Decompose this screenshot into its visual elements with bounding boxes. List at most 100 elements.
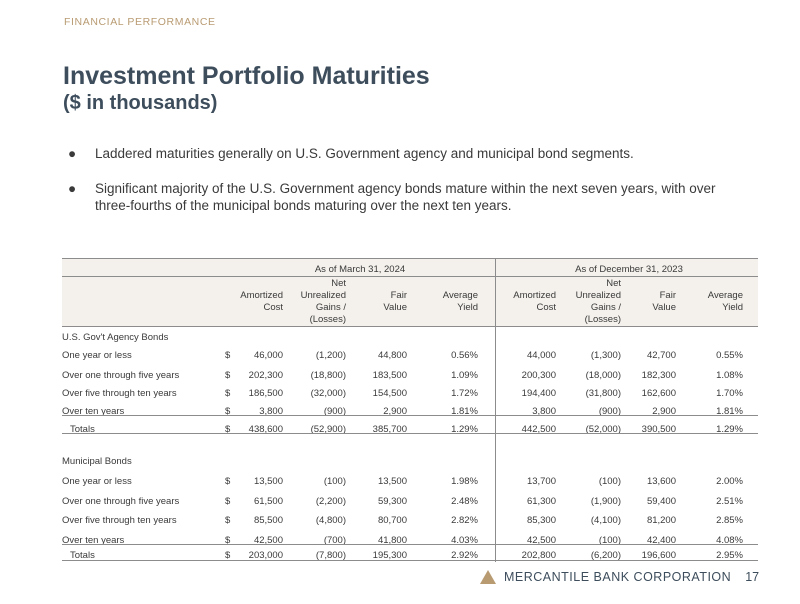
row-label: Over five through ten years <box>62 388 177 399</box>
table-cell: 438,600 <box>248 424 283 435</box>
row-label: Over one through five years <box>62 496 180 507</box>
column-header: Fair Value <box>383 290 407 313</box>
currency-symbol: $ <box>225 550 231 561</box>
section-heading: Municipal Bonds <box>62 456 132 467</box>
currency-symbol: $ <box>225 388 231 399</box>
table-cell: 42,400 <box>646 535 676 546</box>
row-label: Over five through ten years <box>62 515 177 526</box>
column-header: Average Yield <box>707 290 743 313</box>
table-cell: 80,700 <box>377 515 407 526</box>
company-name: MERCANTILE BANK CORPORATION <box>504 570 732 584</box>
table-cell: 1.29% <box>451 424 478 435</box>
table-cell: 3,800 <box>259 406 283 417</box>
table-cell: 42,500 <box>526 535 556 546</box>
table-cell: 13,600 <box>646 476 676 487</box>
total-row-label: Totals <box>70 424 95 435</box>
bullet-item: ● Laddered maturities generally on U.S. G… <box>64 145 744 163</box>
row-label: Over one through five years <box>62 370 180 381</box>
table-cell: 1.09% <box>451 370 478 381</box>
table-cell: (18,000) <box>585 370 621 381</box>
header-bottom-rule <box>62 326 758 327</box>
row-label: One year or less <box>62 350 132 361</box>
table-cell: 81,200 <box>646 515 676 526</box>
table-cell: 154,500 <box>372 388 407 399</box>
total-row-label: Totals <box>70 550 95 561</box>
table-cell: 46,000 <box>253 350 283 361</box>
table-cell: 4.03% <box>451 535 478 546</box>
table-cell: (52,900) <box>310 424 346 435</box>
table-cell: 61,500 <box>253 496 283 507</box>
row-rule <box>62 433 758 434</box>
group-header-march-2024: As of March 31, 2024 <box>314 264 406 275</box>
bullet-list: ● Laddered maturities generally on U.S. G… <box>64 145 744 232</box>
table-cell: 2.95% <box>716 550 743 561</box>
table-cell: 1.81% <box>451 406 478 417</box>
table-cell: 1.72% <box>451 388 478 399</box>
table-cell: 44,800 <box>377 350 407 361</box>
table-cell: 42,700 <box>646 350 676 361</box>
bullet-dot-icon: ● <box>68 180 77 196</box>
row-label: Over ten years <box>62 406 125 417</box>
table-cell: 1.70% <box>716 388 743 399</box>
column-header: Amortized Cost <box>240 290 283 313</box>
table-cell: 202,800 <box>521 550 556 561</box>
table-cell: 2,900 <box>383 406 407 417</box>
row-label: Over ten years <box>62 535 125 546</box>
table-cell: 186,500 <box>248 388 283 399</box>
table-cell: 2.48% <box>451 496 478 507</box>
table-cell: (52,000) <box>585 424 621 435</box>
table-cell: (100) <box>598 476 621 487</box>
table-cell: 2.92% <box>451 550 478 561</box>
table-cell: 196,600 <box>641 550 676 561</box>
table-cell: (6,200) <box>590 550 621 561</box>
table-cell: 162,600 <box>641 388 676 399</box>
row-rule <box>62 415 758 416</box>
table-cell: 1.81% <box>716 406 743 417</box>
column-header: Fair Value <box>652 290 676 313</box>
table-cell: 182,300 <box>641 370 676 381</box>
currency-symbol: $ <box>225 535 231 546</box>
table-cell: 13,500 <box>253 476 283 487</box>
currency-symbol: $ <box>225 350 231 361</box>
table-cell: (1,300) <box>590 350 621 361</box>
table-cell: 2,900 <box>652 406 676 417</box>
bullet-text: Laddered maturities generally on U.S. Go… <box>95 146 634 161</box>
table-cell: 13,700 <box>526 476 556 487</box>
table-cell: 2.82% <box>451 515 478 526</box>
table-cell: (7,800) <box>315 550 346 561</box>
company-logo-icon <box>480 570 496 584</box>
table-cell: (1,900) <box>590 496 621 507</box>
table-cell: (900) <box>598 406 621 417</box>
table-cell: 85,300 <box>526 515 556 526</box>
table-cell: 183,500 <box>372 370 407 381</box>
table-cell: 195,300 <box>372 550 407 561</box>
row-rule <box>62 544 758 545</box>
table-cell: (1,200) <box>315 350 346 361</box>
column-header: Amortized Cost <box>513 290 556 313</box>
table-cell: (900) <box>323 406 346 417</box>
table-cell: 194,400 <box>521 388 556 399</box>
table-cell: (700) <box>323 535 346 546</box>
table-cell: 0.56% <box>451 350 478 361</box>
table-cell: (2,200) <box>315 496 346 507</box>
table-cell: (100) <box>323 476 346 487</box>
table-cell: 3,800 <box>532 406 556 417</box>
table-cell: 202,300 <box>248 370 283 381</box>
table-cell: 442,500 <box>521 424 556 435</box>
page-subtitle: ($ in thousands) <box>63 92 218 114</box>
table-cell: 2.51% <box>716 496 743 507</box>
currency-symbol: $ <box>225 370 231 381</box>
currency-symbol: $ <box>225 476 231 487</box>
page-number: 17 <box>745 570 760 584</box>
group-header-december-2023: As of December 31, 2023 <box>575 264 683 275</box>
table-cell: 85,500 <box>253 515 283 526</box>
currency-symbol: $ <box>225 406 231 417</box>
table-cell: 13,500 <box>377 476 407 487</box>
table-cell: (100) <box>598 535 621 546</box>
table-cell: 59,400 <box>646 496 676 507</box>
table-cell: (32,000) <box>310 388 346 399</box>
table-cell: (4,800) <box>315 515 346 526</box>
table-cell: 385,700 <box>372 424 407 435</box>
bullet-item: ● Significant majority of the U.S. Govern… <box>64 180 744 215</box>
table-cell: 61,300 <box>526 496 556 507</box>
